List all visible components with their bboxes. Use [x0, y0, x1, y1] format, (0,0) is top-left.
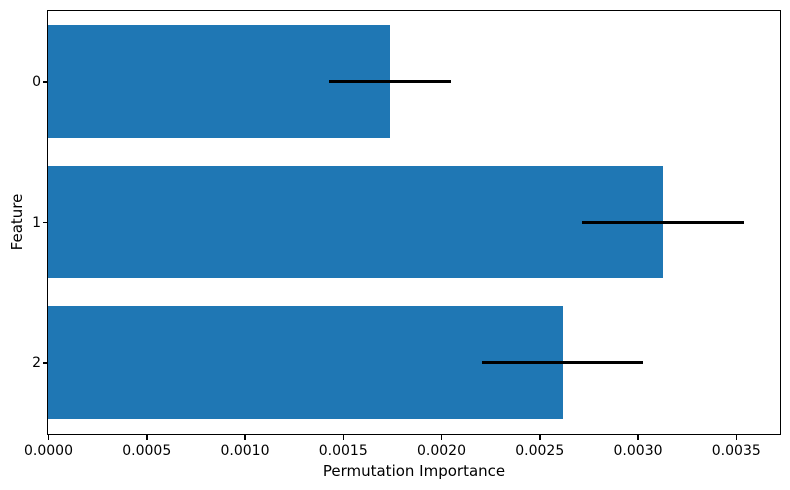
y-tick-mark — [42, 81, 47, 83]
x-tick-label: 0.0015 — [318, 443, 368, 459]
x-tick-mark — [637, 435, 639, 440]
y-tick-label: 0 — [32, 73, 41, 90]
y-tick-mark — [42, 221, 47, 224]
x-tick-label: 0.0020 — [417, 443, 466, 459]
x-tick-mark — [244, 435, 246, 440]
bar-feature-1 — [48, 165, 664, 279]
x-tick-label: 0.0005 — [122, 443, 172, 459]
x-tick-mark — [47, 435, 50, 440]
x-tick-label: 0.0000 — [24, 443, 73, 459]
x-tick-label: 0.0025 — [515, 443, 565, 459]
x-tick-mark — [342, 435, 344, 440]
x-tick-label: 0.0010 — [220, 443, 270, 459]
error-bar-feature-2 — [482, 361, 644, 365]
error-bar-feature-0 — [329, 79, 451, 83]
y-tick-label: 2 — [32, 355, 41, 372]
x-tick-label: 0.0030 — [613, 443, 663, 459]
bar-feature-2 — [48, 306, 563, 419]
x-tick-mark — [735, 435, 738, 440]
plot-area — [47, 10, 781, 435]
y-tick-label: 1 — [32, 214, 41, 231]
x-axis-label: Permutation Importance — [322, 462, 506, 480]
error-bar-feature-1 — [582, 220, 744, 224]
x-tick-label: 0.0035 — [711, 443, 761, 459]
x-tick-mark — [440, 435, 443, 440]
x-tick-mark — [539, 435, 541, 440]
x-tick-mark — [146, 435, 148, 440]
y-axis-label: Feature — [8, 193, 26, 251]
y-tick-mark — [42, 362, 47, 364]
